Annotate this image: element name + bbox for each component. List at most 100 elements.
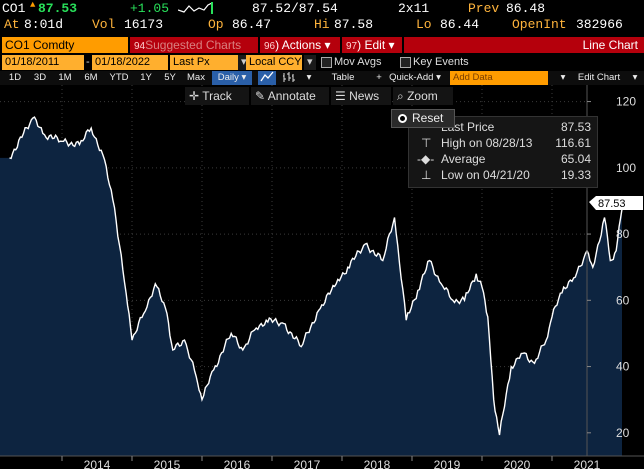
sparkline-icon bbox=[177, 1, 214, 19]
ticker: CO1 bbox=[2, 1, 26, 16]
x-tick-label: 2018 bbox=[364, 458, 391, 469]
x-tick-label: 2016 bbox=[224, 458, 251, 469]
y-tick-label: 40 bbox=[616, 360, 630, 374]
security-field[interactable]: CO1 Comdty bbox=[2, 37, 128, 53]
legend-average-label: Average bbox=[441, 152, 486, 166]
x-tick-label: 2019 bbox=[434, 458, 461, 469]
quote-row-2: At 8:01d Vol 16173 Op 86.47 Hi 87.58 Lo … bbox=[0, 16, 644, 34]
bar-chart-icon[interactable] bbox=[280, 71, 298, 85]
time-label: At bbox=[4, 17, 20, 32]
radio-icon bbox=[398, 114, 407, 123]
high-value: 87.58 bbox=[334, 17, 374, 32]
low-marker-icon: ⊥ bbox=[421, 168, 432, 182]
chevron-down-icon[interactable]: ▾ bbox=[304, 55, 316, 70]
annotate-tool[interactable]: ✎ Annotate bbox=[251, 87, 329, 105]
reset-button[interactable]: Reset bbox=[391, 109, 455, 128]
net-change: +1.05 bbox=[130, 1, 170, 16]
time-value: 8:01d bbox=[24, 17, 64, 32]
actions-menu[interactable]: 96) Actions ▾ bbox=[260, 37, 340, 53]
period-1y[interactable]: 1Y bbox=[140, 72, 152, 83]
x-tick-label: 2014 bbox=[84, 458, 111, 469]
crosshair-icon: ✛ bbox=[189, 89, 200, 103]
low-label: Lo bbox=[416, 17, 432, 32]
price-line bbox=[9, 116, 623, 436]
magnifier-icon: ⌕ bbox=[397, 89, 404, 103]
start-date-field[interactable]: 01/18/2011 bbox=[2, 55, 84, 70]
open-label: Op bbox=[208, 17, 224, 32]
end-date-field[interactable]: 01/18/2022 bbox=[92, 55, 168, 70]
x-tick-label: 2021 bbox=[574, 458, 601, 469]
track-tool[interactable]: ✛ Track bbox=[185, 87, 249, 105]
annotate-label: Annotate bbox=[267, 89, 316, 103]
chevron-down-icon: ▾ bbox=[324, 38, 331, 52]
track-label: Track bbox=[202, 89, 232, 103]
period-1m[interactable]: 1M bbox=[58, 72, 72, 83]
edit-number: 97 bbox=[346, 41, 358, 52]
news-label: News bbox=[349, 89, 380, 103]
frequency-select[interactable]: Daily ▾ bbox=[212, 71, 252, 85]
frequency-label: Daily bbox=[217, 72, 239, 83]
prev-label: Prev bbox=[468, 1, 500, 16]
add-data-input[interactable]: Add Data bbox=[450, 71, 548, 85]
table-button[interactable]: Table bbox=[331, 72, 355, 83]
legend-high-value: 116.61 bbox=[555, 136, 591, 150]
quick-add-button[interactable]: Quick-Add ▾ bbox=[389, 72, 441, 83]
suggested-charts-menu[interactable]: 94Suggested Charts bbox=[130, 37, 258, 53]
edit-chart-button[interactable]: Edit Chart bbox=[572, 71, 626, 85]
chevron-down-icon[interactable]: ▾ bbox=[560, 72, 566, 83]
currency-select[interactable]: Local CCY bbox=[246, 55, 302, 70]
pencil-icon: ✎ bbox=[255, 89, 266, 103]
legend-high-label: High on 08/28/13 bbox=[441, 136, 533, 150]
open-value: 86.47 bbox=[232, 17, 272, 32]
edit-menu[interactable]: 97) Edit ▾ bbox=[342, 37, 402, 53]
current-value-label: 87.53 bbox=[598, 198, 626, 210]
price-field-select[interactable]: Last Px bbox=[170, 55, 238, 70]
legend-last-price-value: 87.53 bbox=[560, 120, 591, 134]
chevron-down-icon[interactable]: ▾ bbox=[632, 72, 638, 83]
y-axis-ticks: 20 40 60 80 100 120 bbox=[587, 95, 636, 440]
period-6m[interactable]: 6M bbox=[84, 72, 98, 83]
ticker-caret-icon: ▲ bbox=[30, 0, 36, 10]
chevron-down-icon[interactable]: ▾ bbox=[306, 72, 312, 83]
mov-avgs-label: Mov Avgs bbox=[334, 56, 382, 68]
actions-label: Actions bbox=[281, 38, 322, 52]
settings-bar: 01/18/2011 - 01/18/2022 Last Px ▾ Local … bbox=[0, 55, 644, 71]
last-price: 87.53 bbox=[38, 1, 78, 16]
trade-size: 2x11 bbox=[398, 1, 430, 16]
quick-add-label: Quick-Add bbox=[389, 72, 434, 83]
mov-avgs-checkbox[interactable] bbox=[321, 57, 332, 68]
zoom-tool[interactable]: ⌕ Zoom bbox=[393, 87, 453, 105]
current-value-tag bbox=[589, 196, 643, 210]
legend-box: Last Price 87.53 ⊤ High on 08/28/13 116.… bbox=[408, 116, 598, 188]
y-tick-label: 80 bbox=[616, 227, 630, 241]
legend-low-label: Low on 04/21/20 bbox=[441, 168, 530, 182]
line-chart-icon[interactable] bbox=[258, 71, 276, 85]
date-range-dash: - bbox=[86, 56, 90, 68]
prev-value: 86.48 bbox=[506, 1, 546, 16]
legend-average-value: 65.04 bbox=[560, 152, 591, 166]
news-tool[interactable]: ☰ News bbox=[331, 87, 391, 105]
period-1d[interactable]: 1D bbox=[8, 72, 22, 83]
x-tick-label: 2015 bbox=[154, 458, 181, 469]
current-value-marker: 87.53 bbox=[589, 196, 643, 210]
actions-number: 96 bbox=[264, 41, 276, 52]
y-tick-label: 20 bbox=[616, 426, 630, 440]
news-icon: ☰ bbox=[335, 89, 346, 103]
price-area-fill bbox=[0, 117, 622, 456]
key-events-label: Key Events bbox=[413, 56, 469, 68]
openint-label: OpenInt bbox=[512, 17, 567, 32]
x-axis-ticks: 2014 2015 2016 2017 2018 2019 2020 2021 bbox=[61, 456, 601, 469]
quote-row-1: CO1 ▲ 87.53 +1.05 87.52/87.54 2x11 Prev … bbox=[0, 0, 644, 18]
high-marker-icon: ⊤ bbox=[421, 136, 432, 150]
period-3d[interactable]: 3D bbox=[33, 72, 47, 83]
period-5y[interactable]: 5Y bbox=[164, 72, 176, 83]
menu-bar: CO1 Comdty 94Suggested Charts 96) Action… bbox=[0, 36, 644, 54]
y-tick-label: 120 bbox=[616, 95, 636, 109]
plus-icon: + bbox=[376, 72, 382, 83]
period-max[interactable]: Max bbox=[187, 72, 205, 83]
period-ytd[interactable]: YTD bbox=[109, 72, 129, 83]
key-events-checkbox[interactable] bbox=[400, 57, 411, 68]
edit-chart-label: Edit Chart bbox=[577, 72, 621, 83]
low-value: 86.44 bbox=[440, 17, 480, 32]
